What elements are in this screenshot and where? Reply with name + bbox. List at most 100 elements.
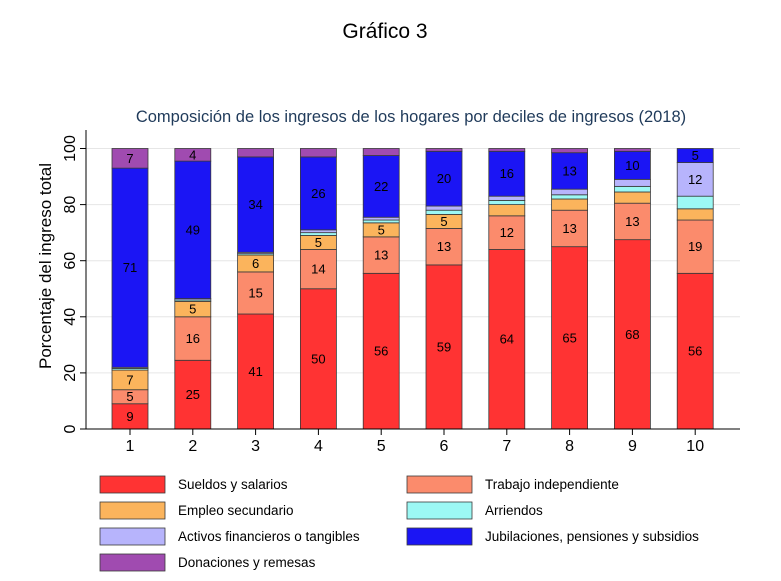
bar-segment bbox=[425, 264, 463, 430]
x-tick-label: 8 bbox=[565, 438, 574, 455]
bar-segment bbox=[676, 195, 714, 210]
bar-segment bbox=[425, 148, 463, 152]
bar-segment bbox=[174, 160, 212, 299]
bar-segment bbox=[488, 195, 526, 201]
data-label: 5 bbox=[126, 389, 133, 404]
data-label: 5 bbox=[189, 302, 196, 317]
data-label: 41 bbox=[248, 364, 262, 379]
data-label: 5 bbox=[440, 214, 447, 229]
bar-segment bbox=[551, 188, 588, 196]
x-tick-label: 9 bbox=[628, 438, 637, 455]
data-label: 22 bbox=[374, 179, 388, 194]
bar-segment bbox=[488, 150, 526, 197]
x-tick-label: 7 bbox=[502, 438, 511, 455]
bar-segment bbox=[174, 148, 212, 162]
data-label: 71 bbox=[123, 260, 137, 275]
bar-segment bbox=[237, 271, 275, 315]
legend-swatch bbox=[406, 501, 473, 520]
data-label: 68 bbox=[625, 327, 639, 342]
bar-segment bbox=[551, 148, 588, 154]
bar-segment bbox=[614, 202, 651, 241]
data-label: 59 bbox=[437, 339, 451, 354]
bar-segment bbox=[174, 316, 212, 361]
legend-swatch bbox=[406, 527, 473, 546]
x-tick-label: 3 bbox=[251, 438, 260, 455]
data-label: 26 bbox=[311, 186, 325, 201]
y-tick-label: 80 bbox=[62, 196, 79, 214]
chart-title: Composición de los ingresos de los hogar… bbox=[136, 108, 686, 126]
bar-segment bbox=[111, 148, 149, 169]
data-label: 13 bbox=[625, 214, 639, 229]
x-tick-label: 1 bbox=[126, 438, 135, 455]
data-label: 5 bbox=[378, 222, 385, 237]
data-label: 12 bbox=[500, 225, 514, 240]
bar-segment bbox=[111, 403, 149, 430]
bar-segment bbox=[299, 229, 337, 234]
bar-segment bbox=[676, 272, 714, 430]
bar-segment bbox=[488, 148, 526, 152]
x-tick-label: 5 bbox=[377, 438, 386, 455]
bar-segment bbox=[614, 239, 651, 430]
x-tick-label: 4 bbox=[314, 438, 323, 455]
bar-segment bbox=[676, 208, 714, 221]
legend-swatch bbox=[99, 475, 166, 494]
bars: 9 5 7 71 7 25 16 5 49 4 41 15 6 34 50 14 5 26 56 13 5 22 59 13 5… bbox=[111, 147, 714, 430]
bar-segment bbox=[614, 148, 651, 152]
y-tick-label: 60 bbox=[62, 252, 79, 270]
bar-segment bbox=[174, 359, 212, 430]
bar-segment bbox=[488, 204, 526, 217]
data-label: 56 bbox=[374, 344, 388, 359]
legend-label: Activos financieros o tangibles bbox=[178, 529, 360, 544]
bar-segment bbox=[551, 246, 588, 430]
bar-segment bbox=[551, 194, 588, 200]
bar-segment bbox=[676, 162, 714, 197]
bar-segment bbox=[488, 199, 526, 206]
bar-segment bbox=[299, 288, 337, 430]
legend-label: Sueldos y salarios bbox=[178, 477, 288, 492]
data-label: 6 bbox=[252, 256, 259, 271]
legend-label: Empleo secundario bbox=[178, 503, 294, 518]
data-label: 14 bbox=[311, 262, 325, 277]
data-label: 16 bbox=[186, 331, 200, 346]
bar-segment bbox=[362, 216, 400, 221]
legend-label: Trabajo independiente bbox=[485, 477, 619, 492]
y-tick-label: 0 bbox=[62, 424, 79, 433]
bar-segment bbox=[362, 272, 400, 430]
bar-segment bbox=[237, 313, 275, 430]
data-label: 5 bbox=[692, 148, 699, 163]
bar-segment bbox=[614, 191, 651, 204]
legend-swatch bbox=[406, 475, 473, 494]
figure-title: Gráfico 3 bbox=[342, 20, 427, 43]
legend-swatch bbox=[99, 501, 166, 520]
data-label: 56 bbox=[688, 344, 702, 359]
bar-segment bbox=[237, 148, 275, 158]
data-label: 34 bbox=[248, 197, 262, 212]
data-label: 15 bbox=[248, 285, 262, 300]
data-label: 50 bbox=[311, 351, 325, 366]
data-label: 13 bbox=[562, 163, 576, 178]
legend: Sueldos y salarios Trabajo independiente E… bbox=[99, 475, 699, 572]
bar-segment bbox=[362, 148, 400, 156]
bar-segment bbox=[299, 148, 337, 158]
bar-segment bbox=[551, 152, 588, 190]
bar-segment bbox=[425, 205, 463, 211]
bar-segment bbox=[362, 155, 400, 218]
bar-segment bbox=[488, 249, 526, 430]
legend-label: Jubilaciones, pensiones y subsidios bbox=[485, 529, 699, 544]
data-label: 7 bbox=[126, 151, 133, 166]
data-label: 19 bbox=[688, 239, 702, 254]
bar-segment bbox=[676, 148, 714, 163]
x-tick-label: 2 bbox=[188, 438, 197, 455]
data-label: 12 bbox=[688, 172, 702, 187]
bar-segment bbox=[614, 185, 651, 193]
data-label: 49 bbox=[186, 222, 200, 237]
bar-segment bbox=[111, 167, 149, 368]
bar-segment bbox=[425, 150, 463, 207]
data-label: 20 bbox=[437, 171, 451, 186]
data-label: 13 bbox=[374, 248, 388, 263]
x-tick-label: 10 bbox=[686, 438, 704, 455]
data-label: 16 bbox=[500, 166, 514, 181]
bar-segment bbox=[614, 178, 651, 187]
